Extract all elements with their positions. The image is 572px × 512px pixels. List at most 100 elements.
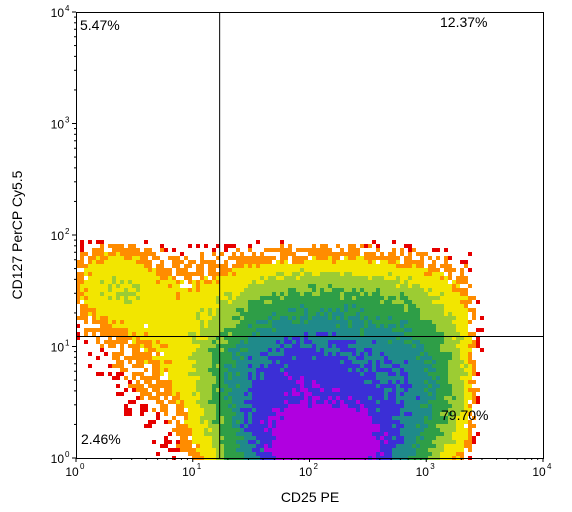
density-cell [208, 352, 212, 356]
density-cell [416, 260, 420, 264]
density-cell [152, 384, 156, 388]
density-cell [304, 308, 308, 312]
density-cell [280, 292, 284, 296]
density-cell [452, 316, 456, 320]
density-cell [432, 392, 436, 396]
density-cell [152, 272, 156, 276]
density-cell [408, 372, 412, 376]
density-cell [440, 388, 444, 392]
density-cell [472, 344, 476, 348]
density-cell [120, 300, 124, 304]
density-cell [352, 340, 356, 344]
density-cell [188, 384, 192, 388]
density-cell [292, 380, 296, 384]
density-cell [252, 376, 256, 380]
density-cell [324, 316, 328, 320]
density-cell [300, 352, 304, 356]
density-cell [252, 416, 256, 420]
density-cell [208, 336, 212, 340]
density-cell [92, 276, 96, 280]
density-cell [472, 440, 476, 444]
density-cell [176, 408, 180, 412]
density-cell [336, 408, 340, 412]
density-cell [356, 332, 360, 336]
density-cell [224, 404, 228, 408]
density-cell [212, 344, 216, 348]
density-cell [428, 360, 432, 364]
density-cell [128, 300, 132, 304]
density-cell [428, 440, 432, 444]
density-cell [460, 288, 464, 292]
density-cell [304, 332, 308, 336]
density-cell [184, 352, 188, 356]
density-cell [240, 276, 244, 280]
density-cell [176, 328, 180, 332]
density-cell [84, 308, 88, 312]
density-cell [232, 308, 236, 312]
density-cell [192, 392, 196, 396]
density-cell [240, 260, 244, 264]
density-cell [216, 264, 220, 268]
density-cell [404, 424, 408, 428]
density-cell [244, 384, 248, 388]
density-cell [396, 436, 400, 440]
density-cell [316, 384, 320, 388]
density-cell [304, 272, 308, 276]
density-cell [268, 388, 272, 392]
density-cell [384, 300, 388, 304]
density-cell [320, 244, 324, 248]
density-cell [216, 244, 220, 248]
density-cell [284, 424, 288, 428]
density-cell [312, 292, 316, 296]
density-cell [456, 404, 460, 408]
density-cell [312, 440, 316, 444]
density-cell [336, 436, 340, 440]
density-cell [164, 380, 168, 384]
density-cell [256, 420, 260, 424]
density-cell [324, 408, 328, 412]
density-cell [328, 336, 332, 340]
density-cell [156, 380, 160, 384]
density-cell [316, 268, 320, 272]
density-cell [256, 256, 260, 260]
density-cell [200, 272, 204, 276]
density-cell [348, 308, 352, 312]
density-cell [224, 356, 228, 360]
density-cell [316, 364, 320, 368]
density-cell [396, 304, 400, 308]
density-cell [320, 364, 324, 368]
density-cell [440, 412, 444, 416]
density-cell [376, 436, 380, 440]
density-cell [340, 288, 344, 292]
density-cell [204, 344, 208, 348]
density-cell [180, 444, 184, 448]
density-cell [188, 360, 192, 364]
density-cell [448, 288, 452, 292]
x-tick-label: 10 [532, 465, 546, 479]
density-cell [332, 372, 336, 376]
density-cell [272, 372, 276, 376]
density-cell [340, 340, 344, 344]
density-cell [100, 292, 104, 296]
density-cell [212, 268, 216, 272]
density-cell [388, 296, 392, 300]
density-cell [400, 444, 404, 448]
density-cell [412, 376, 416, 380]
density-cell [116, 300, 120, 304]
density-cell [124, 256, 128, 260]
density-cell [408, 280, 412, 284]
density-cell [368, 392, 372, 396]
density-cell [144, 316, 148, 320]
density-cell [352, 388, 356, 392]
density-cell [292, 396, 296, 400]
density-cell [428, 308, 432, 312]
density-cell [324, 248, 328, 252]
density-cell [356, 316, 360, 320]
density-cell [412, 372, 416, 376]
density-cell [260, 408, 264, 412]
density-cell [328, 396, 332, 400]
density-cell [352, 324, 356, 328]
density-cell [176, 320, 180, 324]
density-cell [212, 260, 216, 264]
density-cell [248, 352, 252, 356]
